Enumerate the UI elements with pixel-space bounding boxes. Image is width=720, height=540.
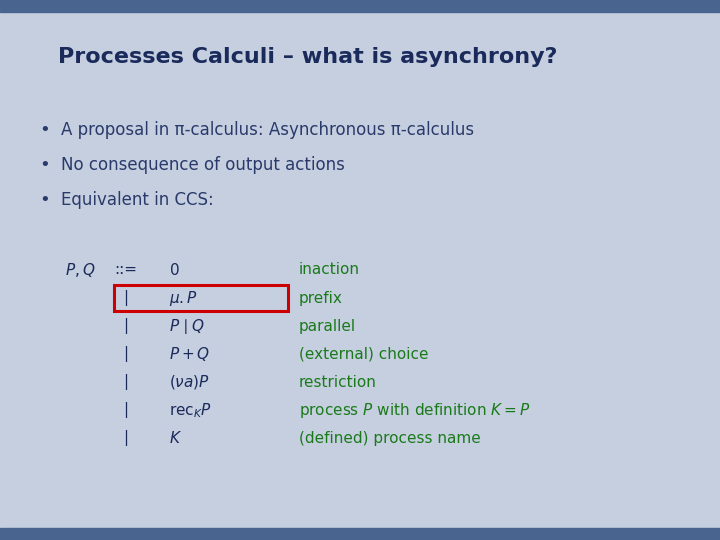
Bar xyxy=(0,0,720,12)
Text: |: | xyxy=(123,318,129,334)
Text: |: | xyxy=(123,346,129,362)
Text: No consequence of output actions: No consequence of output actions xyxy=(61,156,345,174)
Text: process $P$ with definition $K = P$: process $P$ with definition $K = P$ xyxy=(299,401,531,420)
Text: •: • xyxy=(40,156,50,174)
Text: inaction: inaction xyxy=(299,262,360,278)
Text: $P \mid Q$: $P \mid Q$ xyxy=(169,316,205,336)
Text: |: | xyxy=(123,374,129,390)
Text: ::=: ::= xyxy=(114,262,138,278)
Text: |: | xyxy=(123,402,129,418)
Text: $(\nu a)P$: $(\nu a)P$ xyxy=(169,373,210,392)
Text: $\mu.P$: $\mu.P$ xyxy=(169,288,198,308)
Text: |: | xyxy=(123,430,129,447)
Text: Processes Calculi – what is asynchrony?: Processes Calculi – what is asynchrony? xyxy=(58,46,557,67)
Text: •: • xyxy=(40,120,50,139)
Text: $K$: $K$ xyxy=(169,430,182,447)
Text: restriction: restriction xyxy=(299,375,377,390)
Text: A proposal in π-calculus: Asynchronous π-calculus: A proposal in π-calculus: Asynchronous π… xyxy=(61,120,474,139)
Text: (defined) process name: (defined) process name xyxy=(299,431,480,446)
Text: $\mathrm{rec}_K P$: $\mathrm{rec}_K P$ xyxy=(169,401,212,420)
Text: $0$: $0$ xyxy=(169,262,180,278)
Text: prefix: prefix xyxy=(299,291,343,306)
Text: (external) choice: (external) choice xyxy=(299,347,428,362)
Text: Equivalent in CCS:: Equivalent in CCS: xyxy=(61,191,214,209)
Text: $P, Q$: $P, Q$ xyxy=(65,261,95,279)
Bar xyxy=(0,528,720,540)
Text: •: • xyxy=(40,191,50,209)
Text: parallel: parallel xyxy=(299,319,356,334)
Text: $P + Q$: $P + Q$ xyxy=(169,345,210,363)
Text: |: | xyxy=(123,290,129,306)
